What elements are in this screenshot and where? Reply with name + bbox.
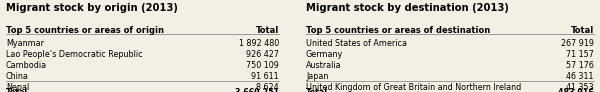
Text: Total: Total <box>6 88 28 92</box>
Text: 1 892 480: 1 892 480 <box>239 39 279 48</box>
Text: 3 669 251: 3 669 251 <box>235 88 279 92</box>
Text: United States of America: United States of America <box>306 39 407 48</box>
Text: 46 311: 46 311 <box>566 72 594 81</box>
Text: Lao People’s Democratic Republic: Lao People’s Democratic Republic <box>6 50 143 59</box>
Text: 71 157: 71 157 <box>566 50 594 59</box>
Text: Germany: Germany <box>306 50 343 59</box>
Text: 926 427: 926 427 <box>246 50 279 59</box>
Text: 91 611: 91 611 <box>251 72 279 81</box>
Text: Top 5 countries or areas of origin: Top 5 countries or areas of origin <box>6 26 164 35</box>
Text: 41 353: 41 353 <box>566 83 594 92</box>
Text: Myanmar: Myanmar <box>6 39 44 48</box>
Text: Japan: Japan <box>306 72 328 81</box>
Text: Migrant stock by origin (2013): Migrant stock by origin (2013) <box>6 3 178 13</box>
Text: 750 109: 750 109 <box>246 61 279 70</box>
Text: Top 5 countries or areas of destination: Top 5 countries or areas of destination <box>306 26 490 35</box>
Text: China: China <box>6 72 29 81</box>
Text: 8 624: 8 624 <box>256 83 279 92</box>
Text: 483 916: 483 916 <box>558 88 594 92</box>
Text: Nepal: Nepal <box>6 83 29 92</box>
Text: Migrant stock by destination (2013): Migrant stock by destination (2013) <box>306 3 509 13</box>
Text: United Kingdom of Great Britain and Northern Ireland: United Kingdom of Great Britain and Nort… <box>306 83 521 92</box>
Text: Total: Total <box>571 26 594 35</box>
Text: Total: Total <box>306 88 328 92</box>
Text: 57 176: 57 176 <box>566 61 594 70</box>
Text: Australia: Australia <box>306 61 341 70</box>
Text: 267 919: 267 919 <box>561 39 594 48</box>
Text: Cambodia: Cambodia <box>6 61 47 70</box>
Text: Total: Total <box>256 26 279 35</box>
